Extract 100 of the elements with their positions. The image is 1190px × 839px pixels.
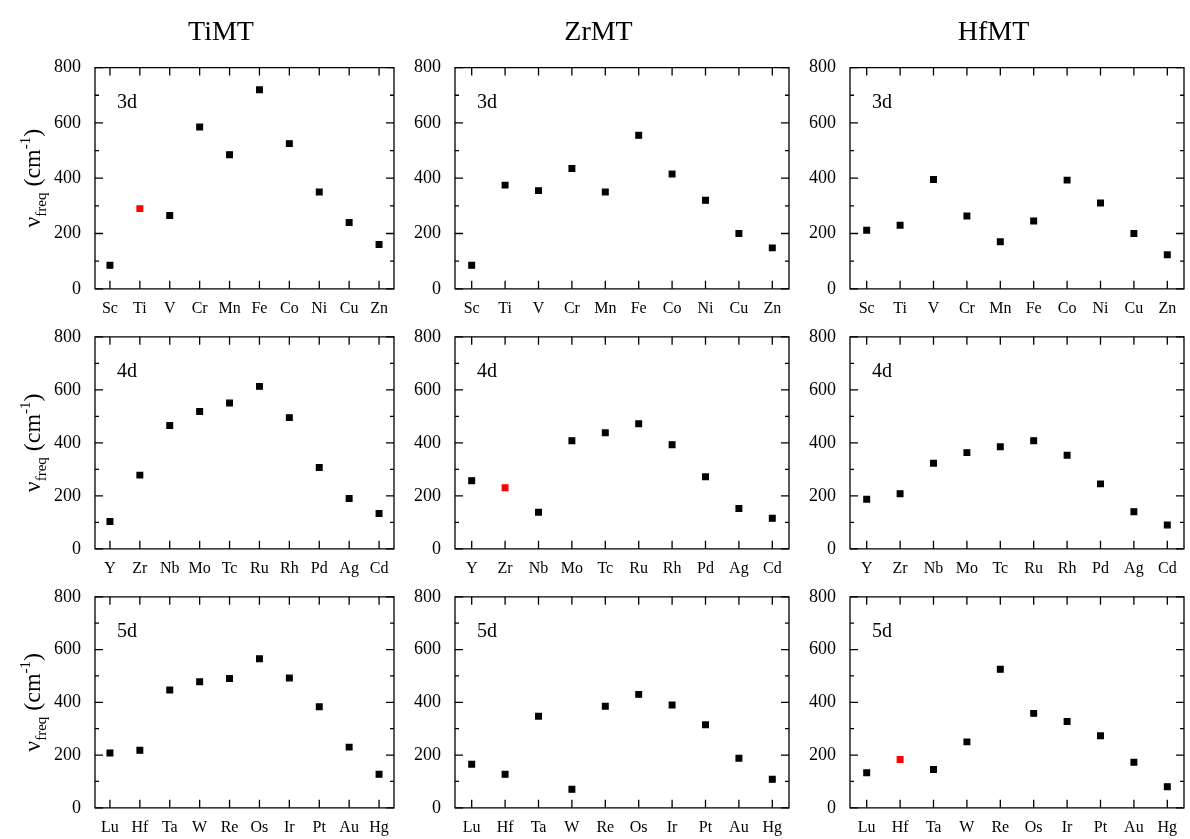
point: [963, 738, 971, 746]
x-tick-label: Cu: [729, 298, 749, 316]
x-tick-label: Sc: [858, 298, 875, 316]
x-tick-label: Mo: [955, 558, 979, 576]
point: [568, 165, 576, 172]
x-tick-label: Mo: [560, 558, 584, 576]
x-tick-label: Rh: [1057, 558, 1077, 576]
x-tick-label: Ni: [1092, 298, 1110, 316]
x-tick-label: Zn: [763, 298, 782, 316]
point: [568, 437, 576, 445]
y-tick-label: 400: [809, 166, 836, 187]
point: [136, 205, 144, 213]
x-tick-label: Zr: [892, 558, 909, 576]
y-tick-label: 800: [414, 585, 441, 606]
x-tick-label: Cu: [1124, 298, 1144, 316]
x-tick-label: Ni: [697, 298, 715, 316]
y-tick-label: 0: [72, 796, 81, 817]
annotation: 5d: [477, 618, 497, 641]
point: [226, 675, 234, 683]
x-tick-label: Co: [280, 298, 299, 316]
point: [768, 775, 776, 783]
y-tick-label: 400: [414, 431, 441, 452]
x-tick-label: Ag: [339, 558, 359, 577]
point: [963, 212, 971, 220]
x-tick-label: Sc: [101, 298, 118, 316]
x-tick-label: Ir: [666, 817, 679, 835]
y-tick-label: 400: [809, 691, 836, 712]
point: [166, 686, 174, 694]
point: [568, 785, 576, 793]
point: [285, 140, 293, 148]
x-tick-label: Pt: [698, 817, 713, 835]
point: [226, 151, 234, 159]
x-tick-label: Zr: [132, 558, 149, 576]
x-tick-label: Ti: [498, 298, 513, 316]
point: [768, 514, 776, 522]
point: [255, 382, 263, 390]
x-tick-label: Y: [465, 558, 478, 576]
y-tick-label: 600: [809, 638, 836, 659]
y-tick-label: 200: [414, 484, 441, 505]
point: [285, 414, 293, 422]
x-tick-label: Ta: [925, 817, 942, 835]
x-tick-label: Re: [991, 817, 1010, 835]
point: [1130, 758, 1138, 766]
x-tick-label: Re: [596, 817, 615, 835]
point: [702, 473, 709, 481]
point: [255, 86, 263, 94]
y-tick-label: 200: [54, 222, 81, 243]
x-tick-label: Ir: [284, 817, 296, 835]
y-axis-title: νfreq (cm-1): [17, 652, 49, 752]
point: [601, 702, 609, 710]
point: [345, 743, 353, 751]
y-tick-label: 0: [72, 277, 81, 298]
x-tick-label: Pt: [1093, 817, 1108, 835]
y-tick-label: 800: [414, 325, 441, 346]
x-tick-label: W: [192, 817, 209, 835]
x-tick-label: V: [927, 298, 940, 316]
point: [635, 131, 643, 139]
point: [315, 703, 323, 711]
y-tick-label: 200: [414, 743, 441, 764]
annotation: 4d: [117, 358, 137, 381]
x-tick-label: Co: [662, 298, 682, 316]
point: [375, 510, 383, 518]
y-axis-title: νfreq (cm-1): [17, 393, 49, 493]
point: [226, 399, 234, 407]
point: [896, 490, 904, 498]
point: [468, 760, 476, 768]
x-tick-label: Lu: [462, 817, 481, 835]
point: [196, 123, 204, 131]
point: [996, 238, 1004, 246]
point: [601, 429, 609, 437]
y-tick-label: 400: [54, 166, 81, 187]
annotation: 5d: [872, 618, 892, 641]
x-tick-label: Fe: [251, 298, 268, 316]
x-tick-label: Re: [220, 817, 239, 835]
point: [1063, 718, 1071, 726]
y-tick-label: 400: [54, 691, 81, 712]
x-tick-label: Pt: [312, 817, 327, 835]
x-tick-label: Tc: [221, 558, 238, 576]
x-tick-label: Mo: [188, 558, 211, 576]
y-tick-label: 200: [54, 484, 81, 505]
x-tick-label: Cd: [1157, 558, 1177, 576]
point: [1030, 217, 1038, 225]
y-tick-label: 600: [54, 638, 81, 659]
point: [345, 218, 353, 226]
point: [501, 484, 509, 492]
point: [501, 181, 509, 189]
point: [1097, 732, 1104, 740]
annotation: 4d: [477, 358, 497, 381]
point: [166, 422, 174, 430]
point: [1097, 199, 1104, 207]
x-tick-label: Cr: [958, 298, 976, 316]
x-tick-label: Fe: [630, 298, 647, 316]
x-tick-label: Au: [1124, 817, 1144, 835]
point: [255, 655, 263, 663]
y-tick-label: 600: [54, 111, 81, 132]
point: [635, 420, 643, 428]
x-tick-label: Mn: [594, 298, 617, 316]
x-tick-label: Ti: [133, 298, 148, 316]
point: [136, 746, 144, 754]
point: [315, 463, 323, 471]
